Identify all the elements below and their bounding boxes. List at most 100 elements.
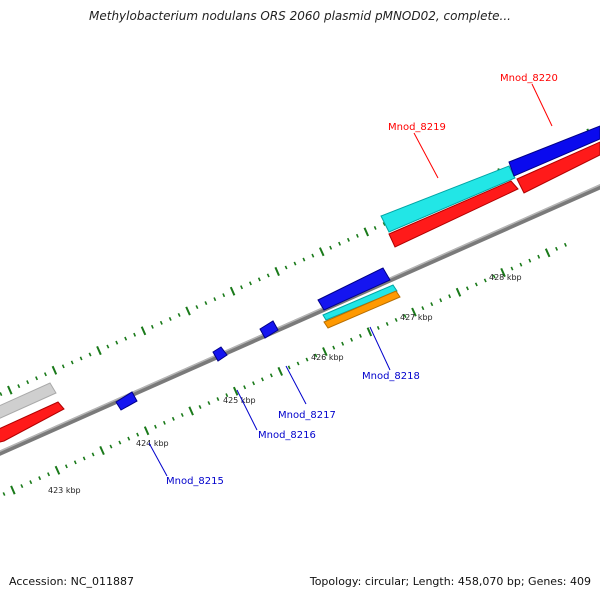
- major-tick: [274, 266, 280, 276]
- scale-label-424: 424 kbp: [136, 439, 169, 448]
- minor-tick: [421, 306, 425, 311]
- gene-arrow-mnod8215[interactable]: [115, 391, 138, 411]
- genome-backbone-highlight: [0, 184, 600, 452]
- minor-tick: [195, 305, 199, 310]
- minor-tick: [448, 294, 452, 299]
- rna-orange-mnod8218[interactable]: [323, 290, 401, 329]
- minor-tick: [38, 476, 42, 481]
- minor-tick: [207, 401, 211, 406]
- minor-tick: [355, 233, 359, 238]
- minor-tick: [180, 412, 184, 417]
- minor-tick: [26, 380, 30, 385]
- gene-label-mnod8220[interactable]: Mnod_8220: [500, 73, 558, 84]
- gene-label-mnod8215[interactable]: Mnod_8215: [166, 476, 224, 487]
- gene-arrow-mnod8217[interactable]: [259, 320, 279, 339]
- gene-arrow-mnod8219-cyan[interactable]: [380, 165, 516, 233]
- inner-tick-ring: [2, 242, 567, 496]
- minor-tick: [483, 278, 487, 283]
- minor-tick: [225, 393, 229, 398]
- minor-tick: [474, 282, 478, 287]
- major-tick: [544, 248, 551, 258]
- gray-feature[interactable]: [0, 382, 57, 420]
- minor-tick: [519, 262, 523, 267]
- minor-tick: [346, 237, 350, 242]
- minor-tick: [61, 364, 65, 369]
- minor-tick: [17, 384, 21, 389]
- minor-tick: [284, 265, 288, 270]
- leader-mnod8220: [531, 83, 553, 127]
- minor-tick: [162, 420, 166, 425]
- minor-tick: [127, 436, 131, 441]
- major-tick: [318, 247, 325, 257]
- minor-tick: [136, 432, 140, 437]
- major-tick: [500, 267, 506, 278]
- gene-label-mnod8216[interactable]: Mnod_8216: [258, 430, 316, 441]
- minor-tick: [150, 324, 154, 329]
- minor-tick: [252, 381, 256, 386]
- accession-text: Accession: NC_011887: [9, 575, 135, 588]
- minor-tick: [296, 361, 300, 366]
- rna-cyan-mnod8218[interactable]: [322, 284, 398, 321]
- major-tick: [455, 287, 462, 297]
- minor-tick: [260, 377, 264, 382]
- minor-tick: [124, 336, 128, 341]
- gene-arrow-mnod8220[interactable]: [516, 141, 600, 194]
- minor-tick: [216, 397, 220, 402]
- minor-tick: [29, 480, 33, 485]
- minor-tick: [79, 356, 83, 361]
- major-tick: [140, 326, 147, 336]
- minor-tick: [64, 464, 68, 469]
- minor-tick: [257, 277, 261, 282]
- minor-tick: [269, 373, 273, 378]
- minor-tick: [154, 424, 157, 429]
- major-tick: [99, 445, 105, 456]
- minor-tick: [88, 352, 92, 357]
- minor-tick: [82, 456, 86, 461]
- leader-mnod8217: [285, 365, 307, 405]
- minor-tick: [159, 320, 163, 325]
- scale-label-427: 427 kbp: [400, 313, 433, 322]
- minor-tick: [20, 484, 24, 489]
- minor-tick: [358, 333, 362, 338]
- gene-label-mnod8219[interactable]: Mnod_8219: [388, 122, 446, 133]
- major-tick: [229, 286, 236, 296]
- minor-tick: [70, 360, 74, 365]
- major-tick: [10, 485, 16, 495]
- minor-tick: [0, 392, 3, 397]
- minor-tick: [43, 372, 47, 377]
- gene-arrow-mnod8218[interactable]: [317, 267, 391, 311]
- major-tick: [54, 465, 61, 475]
- gene-arrow-mnod8219[interactable]: [388, 180, 519, 248]
- major-tick: [366, 327, 373, 337]
- minor-tick: [47, 472, 51, 477]
- minor-tick: [287, 365, 291, 370]
- leader-mnod8216: [236, 389, 258, 431]
- map-title: Methylobacterium nodulans ORS 2060 plasm…: [89, 9, 511, 23]
- minor-tick: [510, 266, 514, 271]
- gene-arrow-mnod8220-blue[interactable]: [508, 125, 600, 177]
- minor-tick: [332, 345, 336, 350]
- genome-backbone: [0, 184, 600, 456]
- gene-arrow-red-left[interactable]: [0, 401, 65, 443]
- genome-summary-text: Topology: circular; Length: 458,070 bp; …: [309, 575, 591, 588]
- major-tick: [51, 365, 58, 375]
- gene-arrow-mnod8216[interactable]: [212, 346, 228, 362]
- minor-tick: [350, 337, 354, 342]
- gene-label-mnod8218[interactable]: Mnod_8218: [362, 371, 420, 382]
- minor-tick: [373, 225, 377, 230]
- minor-tick: [133, 332, 137, 337]
- minor-tick: [555, 246, 559, 251]
- minor-tick: [537, 254, 541, 259]
- minor-tick: [73, 460, 77, 465]
- scale-label-425: 425 kbp: [223, 396, 256, 405]
- minor-tick: [338, 241, 342, 246]
- minor-tick: [394, 317, 398, 322]
- gene-label-mnod8217[interactable]: Mnod_8217: [278, 410, 336, 421]
- major-tick: [322, 347, 328, 357]
- minor-tick: [118, 440, 122, 445]
- minor-tick: [403, 314, 407, 319]
- minor-tick: [91, 452, 95, 457]
- major-tick: [363, 227, 370, 237]
- minor-tick: [266, 273, 270, 278]
